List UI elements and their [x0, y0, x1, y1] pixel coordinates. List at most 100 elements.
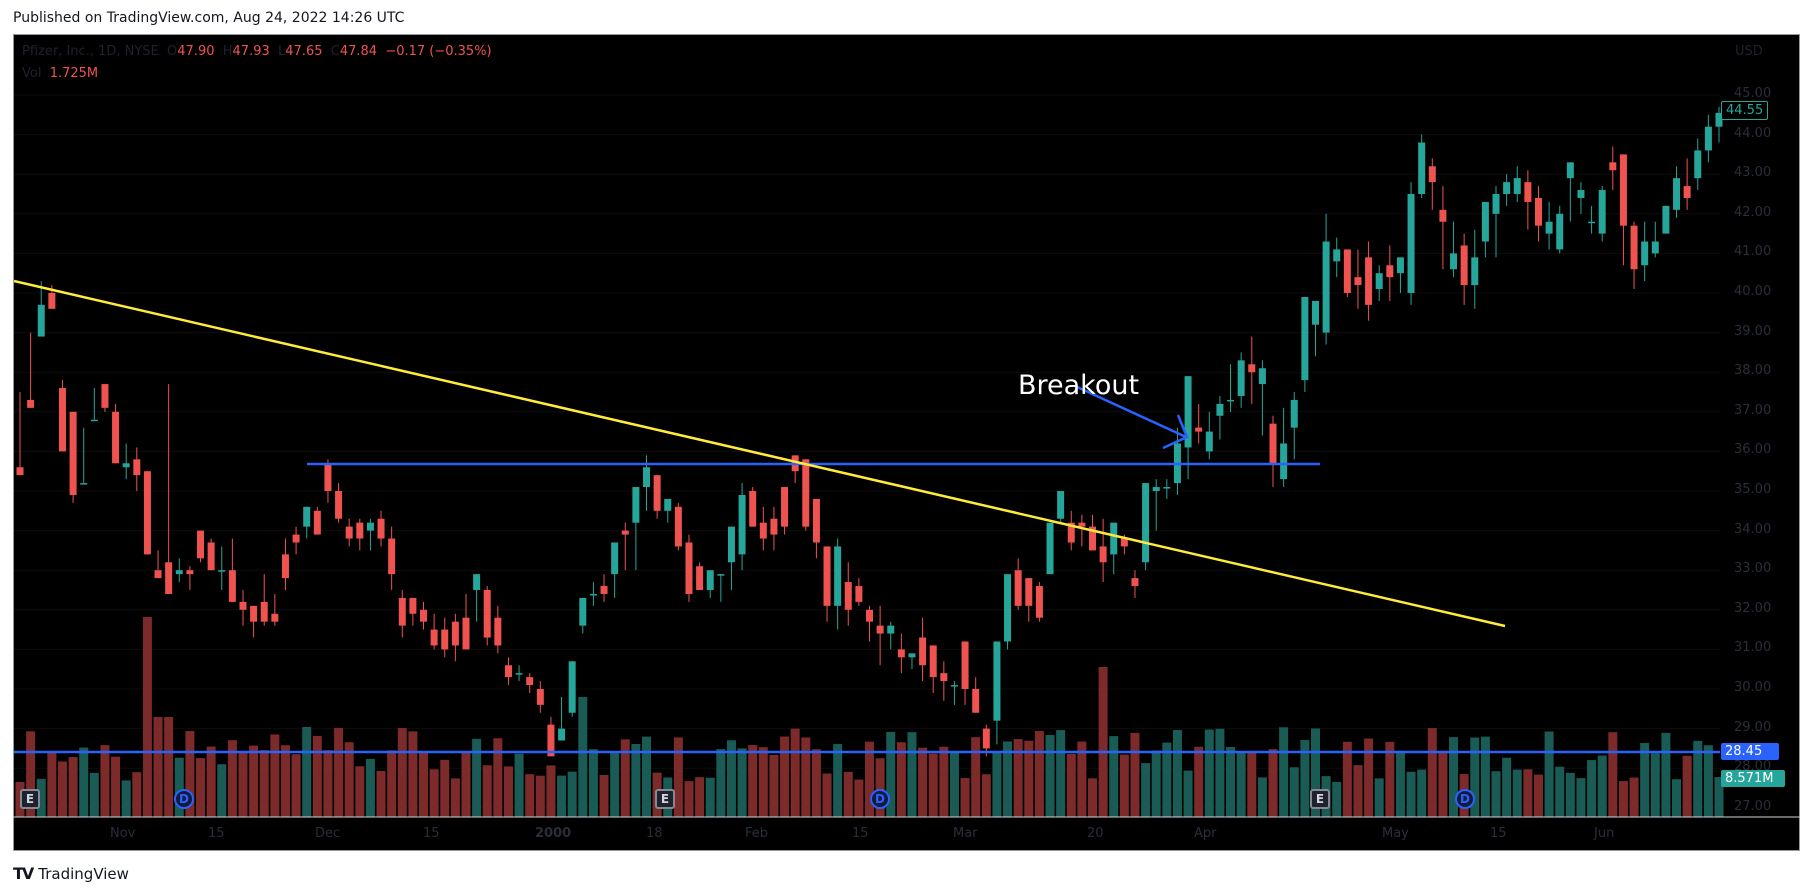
volume-bar [960, 778, 970, 817]
candle-body [1704, 126, 1712, 151]
volume-bar [748, 745, 758, 817]
candle-body [823, 546, 831, 606]
volume-bar [843, 771, 853, 817]
volume-bar [578, 697, 588, 817]
volume-bar [1236, 752, 1246, 817]
volume-bar [1480, 736, 1490, 817]
volume-bar [57, 761, 67, 817]
breakout-arrow-shaft [1074, 384, 1187, 439]
candle-body [398, 597, 406, 626]
volume-bar [196, 758, 206, 817]
volume-bar [1257, 777, 1267, 817]
candle-body [1396, 257, 1404, 274]
volume-bar [949, 751, 959, 817]
last-price-tag: 44.55 [1721, 101, 1769, 120]
price-tick: 38.00 [1734, 363, 1772, 379]
ohlc-legend: Pfizer, Inc., 1D, NYSE O47.90 H47.93 L47… [22, 44, 492, 59]
candle-body [462, 617, 470, 650]
candle-body [165, 562, 173, 594]
volume-bar [907, 732, 917, 817]
volume-bar [1682, 755, 1692, 817]
price-tick: 27.00 [1734, 798, 1772, 814]
candle-body [515, 673, 523, 675]
candle-body [929, 645, 937, 678]
time-tick: 15 [1490, 826, 1507, 841]
candle-body [834, 546, 842, 606]
volume-bar [557, 775, 567, 817]
candle-body [1131, 578, 1139, 587]
candle-body [1492, 194, 1500, 214]
candle-body [1439, 209, 1447, 222]
candle-body [1110, 522, 1118, 555]
volume-bar [535, 775, 545, 817]
candle-body [887, 625, 895, 634]
volume-bar [939, 746, 949, 817]
candle-body [58, 388, 66, 452]
symbol-title[interactable]: Pfizer, Inc., 1D, NYSE [22, 44, 159, 59]
volume-bar [1141, 763, 1151, 817]
candle-body [643, 467, 651, 488]
volume-bar [153, 717, 163, 817]
candle-body [685, 542, 693, 594]
candle-body [101, 384, 109, 408]
earnings-marker[interactable]: E [655, 789, 675, 809]
candle-body [1046, 522, 1054, 575]
candle-body [112, 411, 120, 464]
candle-body [260, 601, 268, 622]
volume-bar [132, 772, 142, 817]
candle-body [1120, 538, 1128, 547]
candle-body [1216, 403, 1224, 416]
volume-bar [1714, 776, 1724, 817]
volume-bar [227, 740, 237, 817]
volume-bar [801, 737, 811, 817]
earnings-marker[interactable]: E [20, 789, 40, 809]
chart-pane[interactable] [13, 34, 1800, 851]
high-value: 47.93 [232, 44, 270, 59]
candle-body [1067, 522, 1075, 543]
brand-name: TradingView [38, 864, 129, 883]
candle-body [420, 609, 428, 622]
volume-bar [1364, 738, 1374, 817]
volume-bar [1650, 753, 1660, 817]
volume-bar [1533, 774, 1543, 817]
candle-body [1035, 586, 1043, 618]
candle-body [717, 574, 725, 576]
candle-body [568, 661, 576, 713]
candle-body [1641, 241, 1649, 266]
candle-body [313, 510, 321, 535]
volume-bar [280, 745, 290, 817]
volume-bar [1098, 667, 1108, 817]
volume-bar [1109, 736, 1119, 817]
volume-bar [79, 747, 89, 817]
volume-bar [726, 740, 736, 817]
volume-value: 1.725M [49, 66, 99, 81]
volume-bar [1310, 728, 1320, 817]
volume-bar [397, 728, 407, 817]
candle-body [1662, 205, 1670, 234]
volume-bar [334, 727, 344, 817]
volume-bar [429, 769, 439, 817]
earnings-marker[interactable]: E [1310, 789, 1330, 809]
time-tick: 15 [852, 826, 869, 841]
dividend-marker[interactable]: D [870, 789, 890, 809]
close-value: 47.84 [339, 44, 378, 59]
candle-body [1651, 241, 1659, 254]
volume-bar [588, 749, 598, 817]
price-tick: 32.00 [1734, 600, 1772, 616]
volume-bar [705, 777, 715, 817]
volume-label[interactable]: Vol [22, 66, 42, 81]
candle-body [271, 613, 279, 622]
candle-body [1142, 483, 1150, 563]
breakout-annotation[interactable]: Breakout [1018, 370, 1140, 401]
volume-bar [620, 739, 630, 817]
dividend-marker[interactable]: D [174, 789, 194, 809]
dividend-marker[interactable]: D [1455, 789, 1475, 809]
tradingview-logo[interactable]: TV TradingView [13, 864, 129, 883]
volume-bar [47, 751, 57, 817]
volume-bar [503, 766, 513, 817]
volume-bar [854, 779, 864, 817]
candle-body [1683, 186, 1691, 198]
candle-body [1619, 154, 1627, 226]
volume-bar [1703, 745, 1713, 817]
